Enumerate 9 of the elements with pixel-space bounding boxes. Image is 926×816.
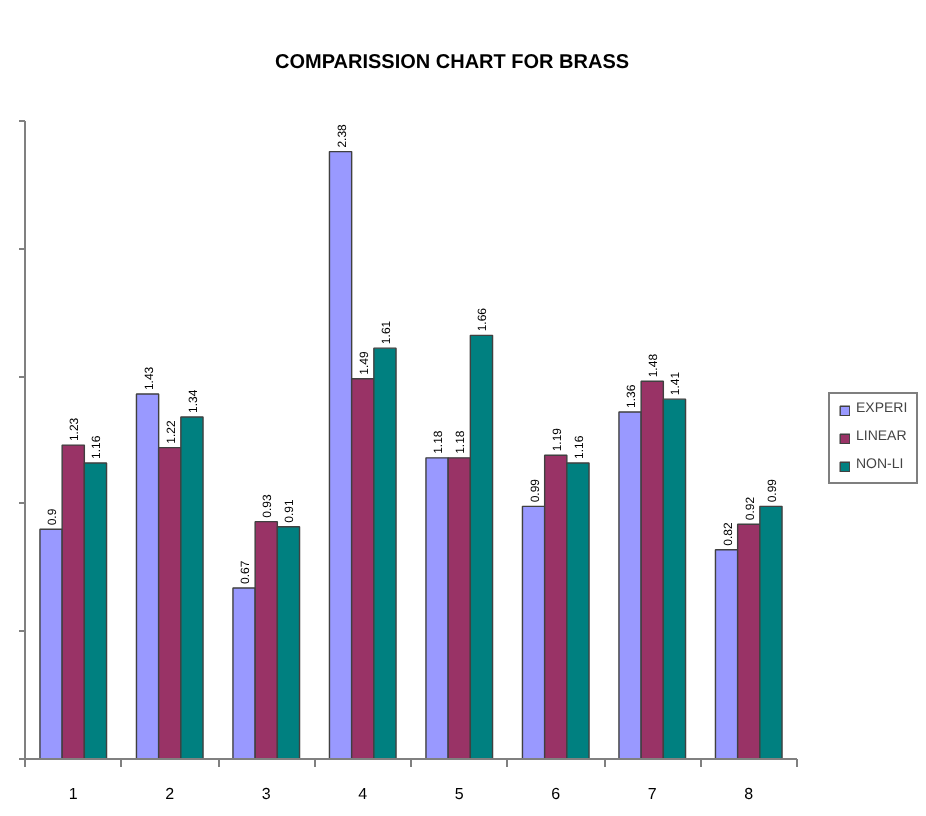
x-tick-label: 4 [358,785,369,803]
x-tick-label: 7 [647,785,658,803]
x-tick-label: 3 [261,785,272,803]
x-tick-label: 5 [454,785,465,803]
x-tick-label: 2 [165,785,176,803]
x-tick-label: 1 [68,785,79,803]
x-tick-label: 6 [551,785,562,803]
x-tick-label: 8 [744,785,755,803]
chart-title: COMPARISSION CHART FOR BRASS [275,52,630,74]
